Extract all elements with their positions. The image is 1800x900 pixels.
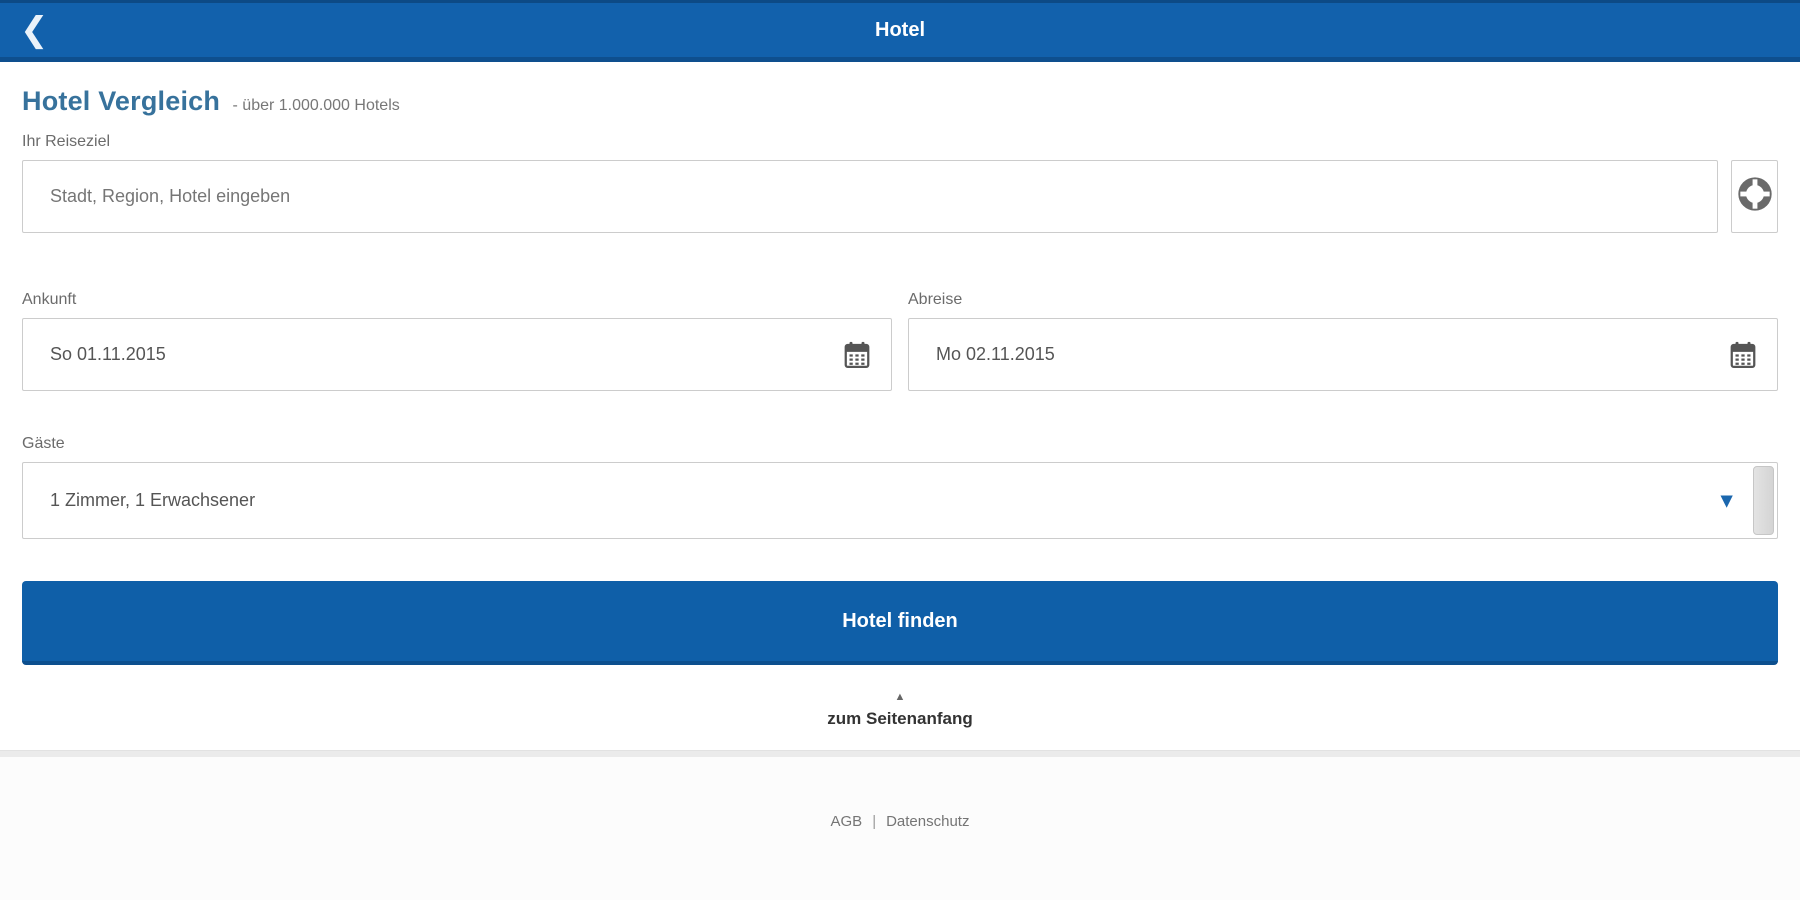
arrival-label: Ankunft [22, 291, 77, 308]
chevron-down-icon: ▼ [1716, 489, 1737, 512]
section-heading: Hotel Vergleich [22, 86, 221, 116]
select-scrollbar[interactable] [1753, 466, 1774, 535]
agb-link[interactable]: AGB [830, 813, 863, 830]
hotel-search-form: Hotel Vergleich - über 1.000.000 Hotels … [0, 62, 1800, 729]
arrival-date-input[interactable] [22, 318, 892, 391]
datenschutz-link[interactable]: Datenschutz [886, 813, 970, 830]
guests-value: 1 Zimmer, 1 Erwachsener [50, 490, 256, 510]
guests-label: Gäste [22, 435, 65, 452]
destination-input[interactable] [22, 160, 1718, 233]
footer-separator: | [872, 813, 877, 830]
back-button[interactable]: ❮ [12, 3, 57, 57]
find-hotel-button[interactable]: Hotel finden [22, 581, 1778, 665]
footer-divider [0, 750, 1800, 757]
geolocate-button[interactable] [1731, 160, 1778, 233]
calendar-icon[interactable] [842, 340, 872, 370]
top-bar: ❮ Hotel [0, 0, 1800, 62]
section-subheading: - über 1.000.000 Hotels [232, 97, 400, 114]
departure-label: Abreise [908, 291, 963, 308]
back-to-top-link[interactable]: ▲ zum Seitenanfang [22, 691, 1778, 729]
footer: AGB | Datenschutz [0, 757, 1800, 900]
arrival-field: Ankunft [22, 233, 892, 391]
locate-target-icon [1735, 174, 1775, 219]
guests-select[interactable]: 1 Zimmer, 1 Erwachsener ▼ [22, 462, 1778, 539]
dates-row: Ankunft Abreise [22, 233, 1778, 391]
back-to-top-label: zum Seitenanfang [827, 709, 973, 728]
page-title: Hotel [875, 18, 925, 41]
calendar-icon[interactable] [1728, 340, 1758, 370]
destination-row [22, 160, 1778, 233]
destination-label: Ihr Reiseziel [22, 133, 111, 150]
chevron-left-icon: ❮ [20, 11, 49, 49]
departure-date-input[interactable] [908, 318, 1778, 391]
arrow-up-icon: ▲ [894, 691, 906, 703]
intro-heading-row: Hotel Vergleich - über 1.000.000 Hotels [22, 86, 1778, 117]
departure-field: Abreise [908, 233, 1778, 391]
